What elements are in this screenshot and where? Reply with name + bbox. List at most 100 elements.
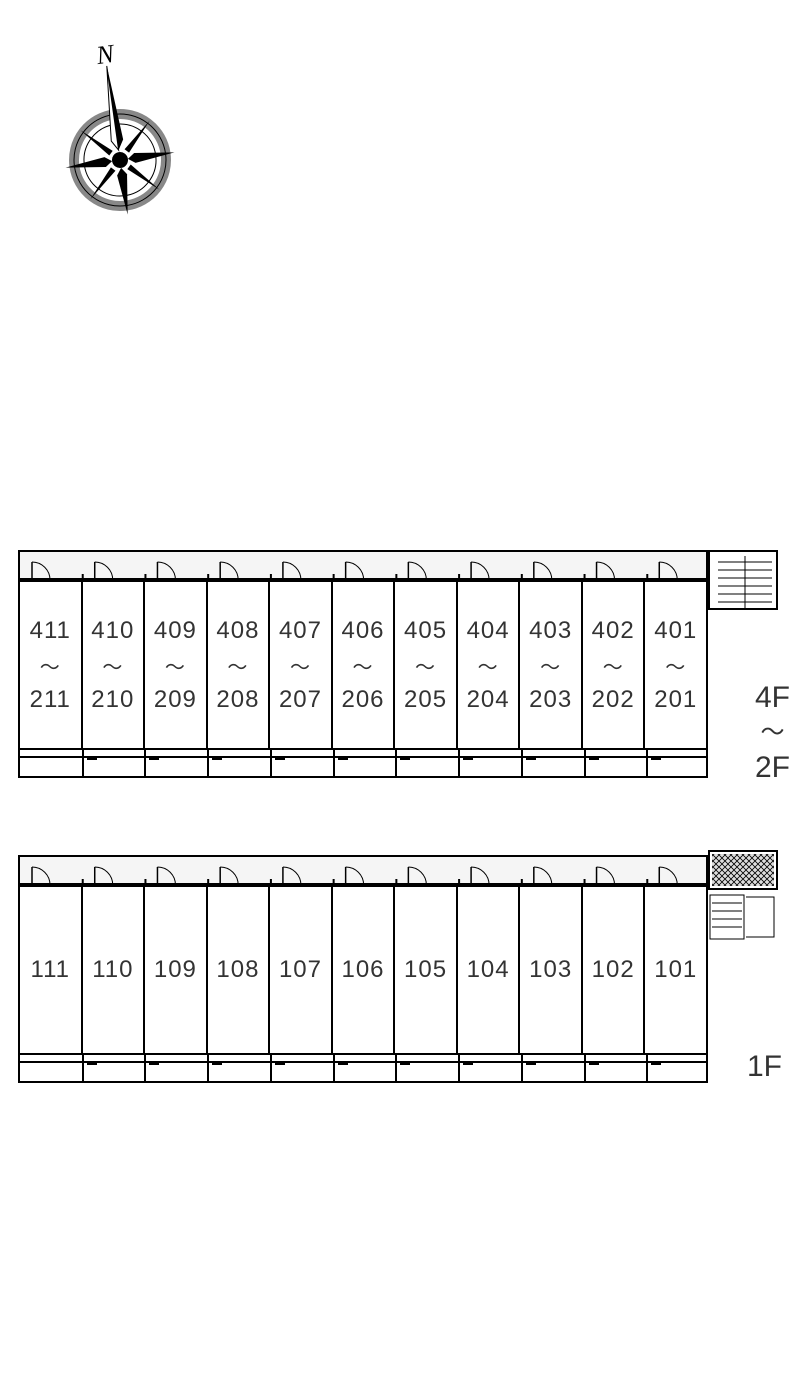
range-tilde: 〜	[290, 651, 311, 680]
floor-label-lower: 1F	[747, 1050, 782, 1084]
unit-cell: 410 〜 210	[81, 580, 144, 750]
compass-rose: N	[50, 40, 190, 240]
door-swing-icon	[157, 562, 175, 580]
unit-cell: 405 〜 205	[393, 580, 456, 750]
balcony-divider	[395, 750, 397, 778]
unit-number-bottom: 206	[341, 686, 384, 714]
balcony-divider	[82, 750, 84, 778]
unit-number: 111	[31, 956, 70, 984]
door-swing-icon	[471, 867, 489, 885]
balcony-divider	[521, 750, 523, 778]
unit-cell: 106	[331, 885, 394, 1055]
balcony-divider	[144, 750, 146, 778]
door-swing-icon	[283, 562, 301, 580]
balcony-divider	[458, 750, 460, 778]
balcony-divider	[584, 1055, 586, 1083]
unit-number-bottom: 207	[279, 686, 322, 714]
unit-cell: 103	[518, 885, 581, 1055]
balcony-divider	[207, 750, 209, 778]
door-swing-icon	[32, 867, 50, 885]
unit-number-top: 406	[341, 617, 384, 645]
unit-number-top: 411	[30, 617, 71, 645]
range-tilde: 〜	[665, 651, 686, 680]
unit-cell: 409〜209	[143, 580, 206, 750]
range-tilde: 〜	[540, 651, 561, 680]
range-tilde: 〜	[102, 651, 123, 680]
unit-cell: 111	[18, 885, 81, 1055]
unit-cell: 406 〜 206	[331, 580, 394, 750]
corridor-upper	[18, 550, 708, 580]
door-swing-icon	[471, 562, 489, 580]
unit-number: 110	[92, 956, 133, 984]
unit-number: 109	[154, 956, 197, 984]
range-tilde: 〜	[165, 651, 186, 680]
range-tilde: 〜	[415, 651, 436, 680]
unit-cell: 107	[268, 885, 331, 1055]
balcony-divider	[395, 1055, 397, 1083]
unit-number-top: 408	[216, 617, 259, 645]
unit-number-top: 409	[154, 617, 197, 645]
unit-cell: 104	[456, 885, 519, 1055]
door-swing-icon	[95, 562, 113, 580]
door-swing-icon	[95, 867, 113, 885]
unit-cell: 102	[581, 885, 644, 1055]
unit-cell: 110	[81, 885, 144, 1055]
unit-number-top: 405	[404, 617, 447, 645]
unit-number-top: 402	[592, 617, 635, 645]
unit-number-bottom: 211	[30, 686, 71, 714]
door-swing-icon	[534, 867, 552, 885]
unit-number: 103	[529, 956, 572, 984]
unit-number-bottom: 201	[654, 686, 697, 714]
door-swing-icon	[283, 867, 301, 885]
floor-plan-upper: 411〜211410〜210409〜209408〜208407〜207406〜2…	[18, 550, 782, 778]
unit-number: 104	[467, 956, 510, 984]
balcony-divider	[207, 1055, 209, 1083]
door-swing-icon	[659, 562, 677, 580]
unit-cell: 407 〜 207	[268, 580, 331, 750]
balcony-divider	[646, 750, 648, 778]
unit-number-top: 407	[279, 617, 322, 645]
balcony-divider	[270, 750, 272, 778]
stairwell-lower	[708, 855, 778, 945]
door-swing-icon	[220, 562, 238, 580]
unit-number-bottom: 208	[216, 686, 259, 714]
unit-cell: 109	[143, 885, 206, 1055]
unit-cell: 105	[393, 885, 456, 1055]
door-swing-icon	[597, 867, 615, 885]
unit-number-bottom: 205	[404, 686, 447, 714]
balcony-divider	[270, 1055, 272, 1083]
range-tilde: 〜	[353, 651, 374, 680]
unit-number: 107	[279, 956, 322, 984]
corridor-lower	[18, 855, 708, 885]
door-swing-icon	[597, 562, 615, 580]
door-swing-icon	[659, 867, 677, 885]
balcony-divider	[458, 1055, 460, 1083]
unit-number: 102	[592, 956, 635, 984]
unit-cell: 403〜203	[518, 580, 581, 750]
unit-cell: 101	[643, 885, 708, 1055]
unit-number-bottom: 202	[592, 686, 635, 714]
stairwell-upper	[708, 550, 778, 610]
floor-plan-lower: 111 110 109 108 107 106105 104 103 102 101	[18, 855, 782, 1083]
compass-n-label: N	[94, 40, 118, 70]
door-swing-icon	[220, 867, 238, 885]
balcony-divider	[333, 1055, 335, 1083]
unit-cell: 108	[206, 885, 269, 1055]
unit-number-bottom: 210	[91, 686, 134, 714]
door-swing-icon	[157, 867, 175, 885]
unit-number-bottom: 204	[467, 686, 510, 714]
balcony-divider	[82, 1055, 84, 1083]
balcony-divider	[144, 1055, 146, 1083]
floor-label-upper: 4F 〜 2F	[755, 678, 790, 787]
door-swing-icon	[346, 867, 364, 885]
range-tilde: 〜	[603, 651, 624, 680]
unit-number: 101	[654, 956, 697, 984]
unit-number-top: 410	[91, 617, 134, 645]
door-swing-icon	[534, 562, 552, 580]
door-swing-icon	[346, 562, 364, 580]
unit-cell: 402 〜 202	[581, 580, 644, 750]
unit-number-top: 403	[529, 617, 572, 645]
balcony-divider	[521, 1055, 523, 1083]
balcony-strip-lower	[18, 1055, 708, 1083]
units-row-lower: 111 110 109 108 107 106105 104 103 102 101	[18, 885, 708, 1055]
